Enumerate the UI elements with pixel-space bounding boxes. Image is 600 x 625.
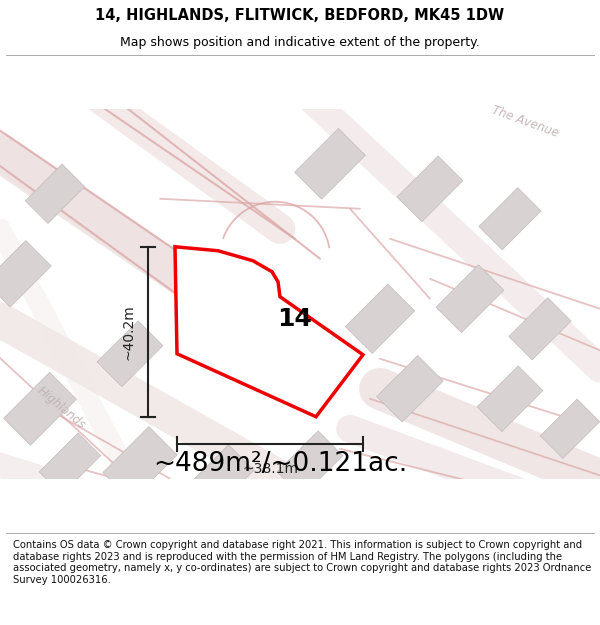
- Polygon shape: [509, 298, 571, 360]
- Polygon shape: [436, 265, 504, 332]
- Polygon shape: [479, 188, 541, 250]
- Polygon shape: [175, 247, 363, 417]
- Polygon shape: [295, 128, 365, 199]
- Polygon shape: [477, 366, 543, 432]
- Text: Contains OS data © Crown copyright and database right 2021. This information is : Contains OS data © Crown copyright and d…: [13, 540, 592, 585]
- Text: ~489m²/~0.121ac.: ~489m²/~0.121ac.: [153, 451, 407, 477]
- Polygon shape: [377, 356, 443, 422]
- Text: ~40.2m: ~40.2m: [122, 304, 136, 359]
- Polygon shape: [397, 156, 463, 222]
- Text: 14, HIGHLANDS, FLITWICK, BEDFORD, MK45 1DW: 14, HIGHLANDS, FLITWICK, BEDFORD, MK45 1…: [95, 8, 505, 23]
- Polygon shape: [541, 399, 599, 459]
- Polygon shape: [4, 372, 76, 445]
- Text: Map shows position and indicative extent of the property.: Map shows position and indicative extent…: [120, 36, 480, 49]
- Polygon shape: [25, 164, 85, 224]
- Polygon shape: [97, 321, 163, 387]
- Text: ~38.1m: ~38.1m: [242, 462, 298, 476]
- Polygon shape: [39, 433, 101, 494]
- Polygon shape: [103, 427, 177, 501]
- Polygon shape: [186, 445, 254, 512]
- Text: 14: 14: [278, 307, 313, 331]
- Text: The Avenue: The Avenue: [490, 104, 560, 140]
- Polygon shape: [277, 431, 343, 497]
- Text: Highlands: Highlands: [35, 384, 88, 432]
- Polygon shape: [0, 241, 51, 307]
- Polygon shape: [346, 284, 415, 353]
